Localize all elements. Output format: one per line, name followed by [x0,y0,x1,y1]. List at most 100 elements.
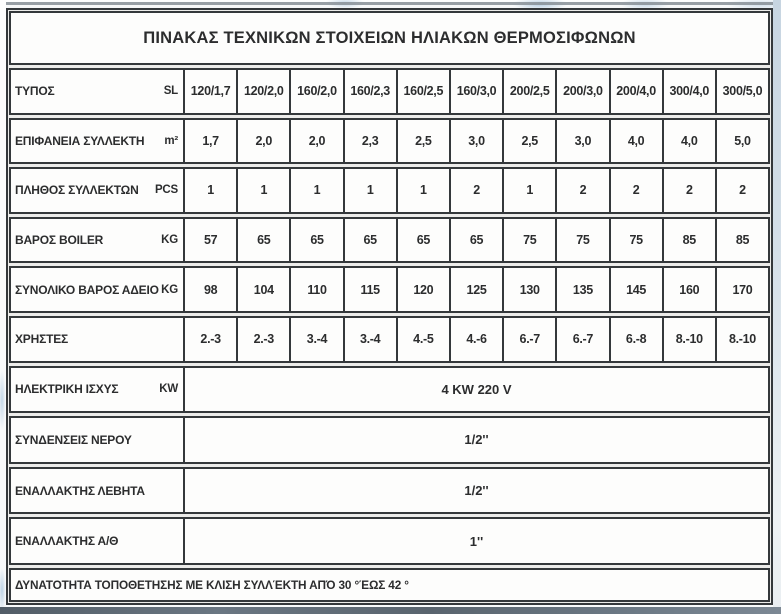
row-label-cell: ΧΡΗΣΤΕΣ [11,318,183,361]
row-label-cell: ΠΛΗΘΟΣ ΣΥΛΛΕΚΤΩΝ PCS [11,169,183,212]
value-cell: 4,0 [661,119,715,163]
table-row-users: ΧΡΗΣΤΕΣ 2.-3 2.-3 3.-4 3.-4 4.-5 4.-6 6.-7 6.-7… [9,315,770,363]
bottom-margin-decoration [0,607,781,614]
row-label: ΣΥΝΔΕΝΣΕΙΣ ΝΕΡΟΥ [15,432,132,447]
row-span-value: 1'' [183,519,768,563]
value-cell: 5,0 [714,119,768,163]
value-cell: 65 [236,218,289,262]
top-scan-line [0,2,781,5]
row-label: ΕΝΑΛΛΑΚΤΗΣ Α/Θ [15,534,119,549]
value-cell: 1 [289,169,342,212]
row-unit: PCS [154,184,178,197]
value-cell: 2.-3 [183,317,236,361]
row-label-cell: ΒΑΡΟΣ BOILER KG [11,219,183,262]
value-cell: 300/5,0 [714,70,768,113]
value-cell: 3,0 [448,119,502,163]
value-cell: 65 [289,218,342,262]
value-cell: 110 [289,268,342,311]
row-unit: KG [161,234,178,247]
table-row-total-empty-weight: ΣΥΝΟΛΙΚΟ ΒΑΡΟΣ ΑΔΕΙΟ KG 98 104 110 115 120 12… [9,266,770,313]
table-row-electric-power: ΗΛΕΚΤΡΙΚΗ ΙΣΧΥΣ KW 4 KW 220 V [9,365,770,414]
row-values: 57 65 65 65 65 65 75 75 75 85 85 [183,218,768,262]
row-label-cell: ΤΥΠΟΣ SL [11,70,183,113]
top-margin-decoration [0,0,781,10]
value-cell: 125 [448,268,502,311]
table-title-row: ΠΙΝΑΚΑΣ ΤΕΧΝΙΚΩΝ ΣΤΟΙΧΕΙΩΝ ΗΛΙΑΚΩΝ ΘΕΡΜΟ… [9,11,770,65]
value-cell: 145 [608,268,662,311]
value-cell: 3.-4 [342,317,396,361]
row-label: ΤΥΠΟΣ [15,84,55,99]
value-cell: 3,0 [555,119,608,163]
value-cell: 65 [395,218,449,262]
value-cell: 75 [608,218,662,262]
value-cell: 2 [448,169,502,212]
right-margin-decoration [773,0,781,614]
row-values: 2.-3 2.-3 3.-4 3.-4 4.-5 4.-6 6.-7 6.-7 6.-8 8.-1… [183,317,768,361]
installation-tilt-note: ΔΥΝΑΤΟΤΗΤΑ ΤΟΠΟΘΕΤΗΣΗΣ ΜΕ ΚΛΙΣΗ ΣΥΛΛΈΚΤΗ… [15,577,409,592]
row-unit: SL [163,85,179,98]
row-label-cell: ΕΠΙΦΑΝΕΙΑ ΣΥΛΛΕΚΤΗ m² [11,120,183,163]
value-cell: 8.-10 [661,317,715,361]
row-label: ΧΡΗΣΤΕΣ [15,332,69,347]
value-cell: 135 [555,268,608,311]
value-cell: 1 [183,169,236,212]
row-values: 120/1,7 120/2,0 160/2,0 160/2,3 160/2,5 160/3… [183,70,768,113]
row-values: 98 104 110 115 120 125 130 135 145 160 170 [183,268,768,311]
row-values: 1,7 2,0 2,0 2,3 2,5 3,0 2,5 3,0 4,0 4,0 5,0 [183,119,768,163]
value-cell: 4.-5 [395,317,449,361]
value-cell: 2 [608,169,662,212]
value-cell: 98 [183,268,236,311]
value-cell: 120/1,7 [183,70,236,113]
value-cell: 1 [395,169,449,212]
row-unit: KG [161,283,178,296]
row-span-value: 1/2'' [183,418,768,462]
value-cell: 115 [342,268,396,311]
value-cell: 200/4,0 [608,70,662,113]
row-label: ΕΝΑΛΛΑΚΤΗΣ ΛΕΒΗΤΑ [15,483,145,498]
value-cell: 120/2,0 [236,70,289,113]
value-cell: 2,3 [342,119,396,163]
row-label-cell: ΕΝΑΛΛΑΚΤΗΣ Α/Θ [11,519,183,563]
value-cell: 8.-10 [714,317,768,361]
value-cell: 65 [342,218,396,262]
value-cell: 104 [236,268,289,311]
row-span-value: 1/2'' [183,468,768,513]
value-cell: 2,5 [395,119,449,163]
row-label: ΕΠΙΦΑΝΕΙΑ ΣΥΛΛΕΚΤΗ [15,133,145,148]
table-row-heatpump-exchanger: ΕΝΑΛΛΑΚΤΗΣ Α/Θ 1'' [9,517,770,565]
table-footer-row: ΔΥΝΑΤΟΤΗΤΑ ΤΟΠΟΘΕΤΗΣΗΣ ΜΕ ΚΛΙΣΗ ΣΥΛΛΈΚΤΗ… [9,567,770,602]
value-cell: 160/2,5 [395,70,449,113]
row-label-cell: ΗΛΕΚΤΡΙΚΗ ΙΣΧΥΣ KW [11,368,183,412]
value-cell: 85 [661,218,715,262]
row-unit: m² [164,134,178,147]
value-cell: 2 [555,169,608,212]
value-cell: 57 [183,218,236,262]
value-cell: 65 [448,218,502,262]
value-cell: 2,0 [289,119,342,163]
value-cell: 170 [714,268,768,311]
value-cell: 6.-7 [555,317,608,361]
value-cell: 2.-3 [236,317,289,361]
value-cell: 2,0 [236,119,289,163]
value-cell: 4.-6 [448,317,502,361]
value-cell: 2,5 [502,119,555,163]
table-row-water-connections: ΣΥΝΔΕΝΣΕΙΣ ΝΕΡΟΥ 1/2'' [9,416,770,464]
table-row-collector-area: ΕΠΙΦΑΝΕΙΑ ΣΥΛΛΕΚΤΗ m² 1,7 2,0 2,0 2,3 2,5 3,0… [9,117,770,165]
row-label: ΣΥΝΟΛΙΚΟ ΒΑΡΟΣ ΑΔΕΙΟ [15,282,159,297]
value-cell: 2 [714,169,768,212]
value-cell: 1 [342,169,396,212]
value-cell: 85 [714,218,768,262]
value-cell: 160/3,0 [448,70,502,113]
table-title: ΠΙΝΑΚΑΣ ΤΕΧΝΙΚΩΝ ΣΤΟΙΧΕΙΩΝ ΗΛΙΑΚΩΝ ΘΕΡΜΟ… [143,28,636,47]
row-label-cell: ΕΝΑΛΛΑΚΤΗΣ ΛΕΒΗΤΑ [11,469,183,513]
value-cell: 2 [661,169,715,212]
row-label-cell: ΣΥΝΔΕΝΣΕΙΣ ΝΕΡΟΥ [11,418,183,462]
value-cell: 160/2,0 [289,70,342,113]
value-cell: 200/2,5 [502,70,555,113]
value-cell: 160 [661,268,715,311]
table-row-boiler-exchanger: ΕΝΑΛΛΑΚΤΗΣ ΛΕΒΗΤΑ 1/2'' [9,466,770,515]
value-cell: 3.-4 [289,317,342,361]
row-label: ΗΛΕΚΤΡΙΚΗ ΙΣΧΥΣ [15,382,119,397]
value-cell: 160/2,3 [342,70,396,113]
